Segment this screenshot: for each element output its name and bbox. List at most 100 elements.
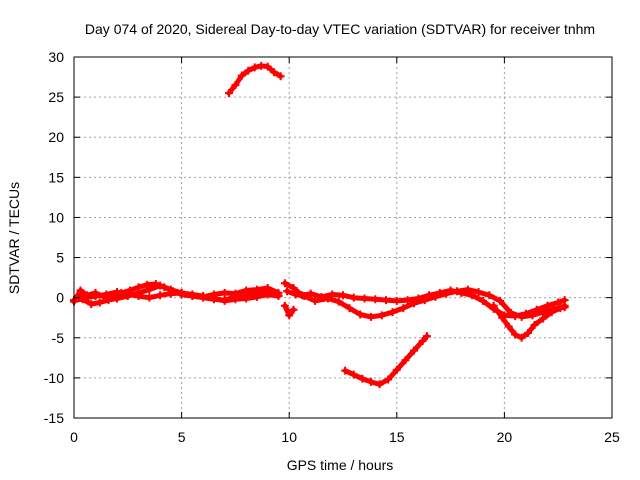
data-point (323, 294, 332, 303)
data-point (283, 287, 292, 296)
data-point (209, 294, 218, 303)
data-point (280, 301, 289, 310)
y-tick-label: -15 (44, 410, 64, 426)
y-tick-label: 10 (48, 209, 64, 225)
data-point (289, 284, 298, 293)
data-point (339, 291, 347, 300)
data-point (382, 296, 391, 305)
data-point (252, 285, 261, 294)
data-point (280, 279, 289, 288)
data-point (82, 293, 91, 302)
x-tick-label: 25 (604, 429, 620, 445)
data-point (349, 370, 358, 379)
data-point (371, 295, 380, 304)
data-point (289, 305, 298, 314)
data-point (74, 292, 83, 301)
x-tick-label: 15 (389, 429, 405, 445)
x-tick-label: 10 (281, 429, 297, 445)
data-point (539, 314, 548, 323)
data-point (263, 62, 272, 71)
data-point (143, 280, 152, 289)
data-point (274, 292, 283, 301)
data-point (263, 290, 272, 299)
data-point (410, 346, 419, 355)
data-point (554, 298, 563, 307)
data-point (250, 63, 259, 72)
series-layer (70, 61, 569, 389)
data-point (377, 311, 386, 320)
data-point (410, 299, 419, 308)
data-point (156, 281, 165, 290)
data-point (270, 68, 279, 77)
data-point (252, 292, 261, 301)
x-tick-label: 0 (70, 429, 78, 445)
data-point (403, 296, 412, 305)
x-tick-label: 20 (497, 429, 513, 445)
data-point (334, 297, 343, 306)
data-point (388, 308, 397, 317)
data-point (102, 290, 111, 299)
y-tick-label: 0 (56, 290, 64, 306)
data-point (556, 304, 565, 313)
data-point (285, 311, 294, 320)
data-point (431, 292, 440, 301)
series-arc-8 (489, 301, 569, 342)
grid (74, 57, 612, 418)
series-arc-6 (283, 285, 569, 321)
data-point (123, 290, 132, 299)
data-point (453, 287, 462, 296)
data-point (300, 292, 309, 301)
series-arc-9 (341, 332, 431, 389)
data-point (87, 300, 96, 309)
y-tick-label: 20 (48, 129, 64, 145)
data-point (244, 66, 253, 75)
data-point (401, 356, 410, 365)
data-point (496, 296, 505, 305)
data-point (399, 304, 408, 313)
data-point (311, 296, 320, 305)
data-point (76, 286, 85, 295)
data-point (528, 311, 537, 320)
data-point (485, 291, 494, 300)
data-point (478, 296, 487, 305)
data-point (220, 296, 229, 305)
data-point (358, 374, 367, 383)
data-point (366, 377, 375, 386)
data-point (199, 292, 208, 301)
data-point (524, 328, 533, 337)
x-tick-label: 5 (178, 429, 186, 445)
y-axis-label: SDTVAR / TECUs (6, 182, 22, 294)
data-point (113, 288, 122, 297)
data-point (463, 285, 472, 294)
data-point (156, 291, 165, 300)
data-point (276, 72, 285, 81)
y-tick-label: 15 (48, 169, 64, 185)
y-tick-label: -5 (52, 330, 65, 346)
data-point (506, 308, 515, 317)
data-point (422, 332, 431, 341)
data-point (104, 296, 113, 305)
data-point (384, 375, 393, 384)
x-axis-label: GPS time / hours (287, 457, 394, 473)
data-point (345, 304, 354, 313)
data-point (375, 380, 384, 389)
chart-title: Day 074 of 2020, Sidereal Day-to-day VTE… (85, 21, 595, 37)
data-point (392, 296, 401, 305)
data-point (442, 289, 451, 298)
data-point (91, 292, 100, 301)
data-point (220, 288, 229, 297)
data-point (291, 290, 300, 299)
data-point (560, 301, 569, 310)
data-point (237, 71, 246, 80)
y-tick-label: 30 (48, 49, 64, 65)
y-tick-label: 5 (56, 250, 64, 266)
data-point (242, 286, 251, 295)
data-point (177, 288, 186, 297)
plot-frame (73, 56, 613, 419)
data-point (349, 293, 358, 302)
data-point (517, 312, 526, 321)
data-point (547, 308, 556, 317)
data-point (530, 320, 539, 329)
data-point (366, 312, 375, 321)
